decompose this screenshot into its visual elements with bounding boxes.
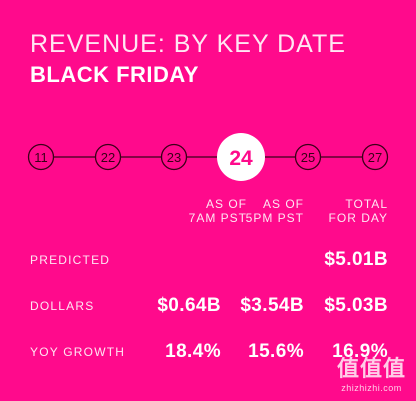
column-header-7am: AS OF 7AM PST [177,197,247,225]
column-header-line: AS OF [262,197,304,211]
timeline-node-24-active[interactable]: 24 [217,133,265,181]
row-label-dollars: DOLLARS [30,299,95,313]
column-header-line: AS OF [205,197,247,211]
timeline-node-label: 22 [101,150,115,165]
watermark-text: zhizhizhi.com [341,383,402,393]
watermark-glyphs: 值值值 [336,357,406,382]
yoy-7am-value: 18.4% [165,341,221,362]
timeline-node-11[interactable]: 11 [27,143,55,171]
dollars-7am-value: $0.64B [157,295,221,316]
row-label-yoy-growth: YOY GROWTH [30,345,126,359]
dollars-total-value: $5.03B [324,295,388,316]
page-subtitle: BLACK FRIDAY [30,62,199,87]
timeline-node-label: 23 [167,150,181,165]
row-label-predicted: PREDICTED [30,253,111,267]
timeline-node-23[interactable]: 23 [160,143,188,171]
column-header-5pm: AS OF 5PM PST [234,197,304,225]
timeline-node-label: 27 [368,150,382,165]
column-header-line: 7AM PST [188,211,247,225]
timeline-node-27[interactable]: 27 [361,143,389,171]
timeline-node-25[interactable]: 25 [294,143,322,171]
page-title: REVENUE: BY KEY DATE [30,30,346,58]
column-header-line: 5PM PST [245,211,304,225]
yoy-5pm-value: 15.6% [248,341,304,362]
column-header-line: FOR DAY [328,211,388,225]
timeline-node-label-active: 24 [229,147,253,170]
timeline-node-label: 11 [34,150,48,165]
dollars-5pm-value: $3.54B [240,295,304,316]
timeline-node-22[interactable]: 22 [94,143,122,171]
watermark-logo: 值值值 zhizhizhi.com [337,351,406,393]
column-header-total: TOTAL FOR DAY [318,197,388,225]
timeline-node-label: 25 [301,150,315,165]
predicted-value: $5.01B [324,249,388,270]
yoy-total-value: 16.9% [332,341,388,362]
column-header-line: TOTAL [345,197,388,211]
